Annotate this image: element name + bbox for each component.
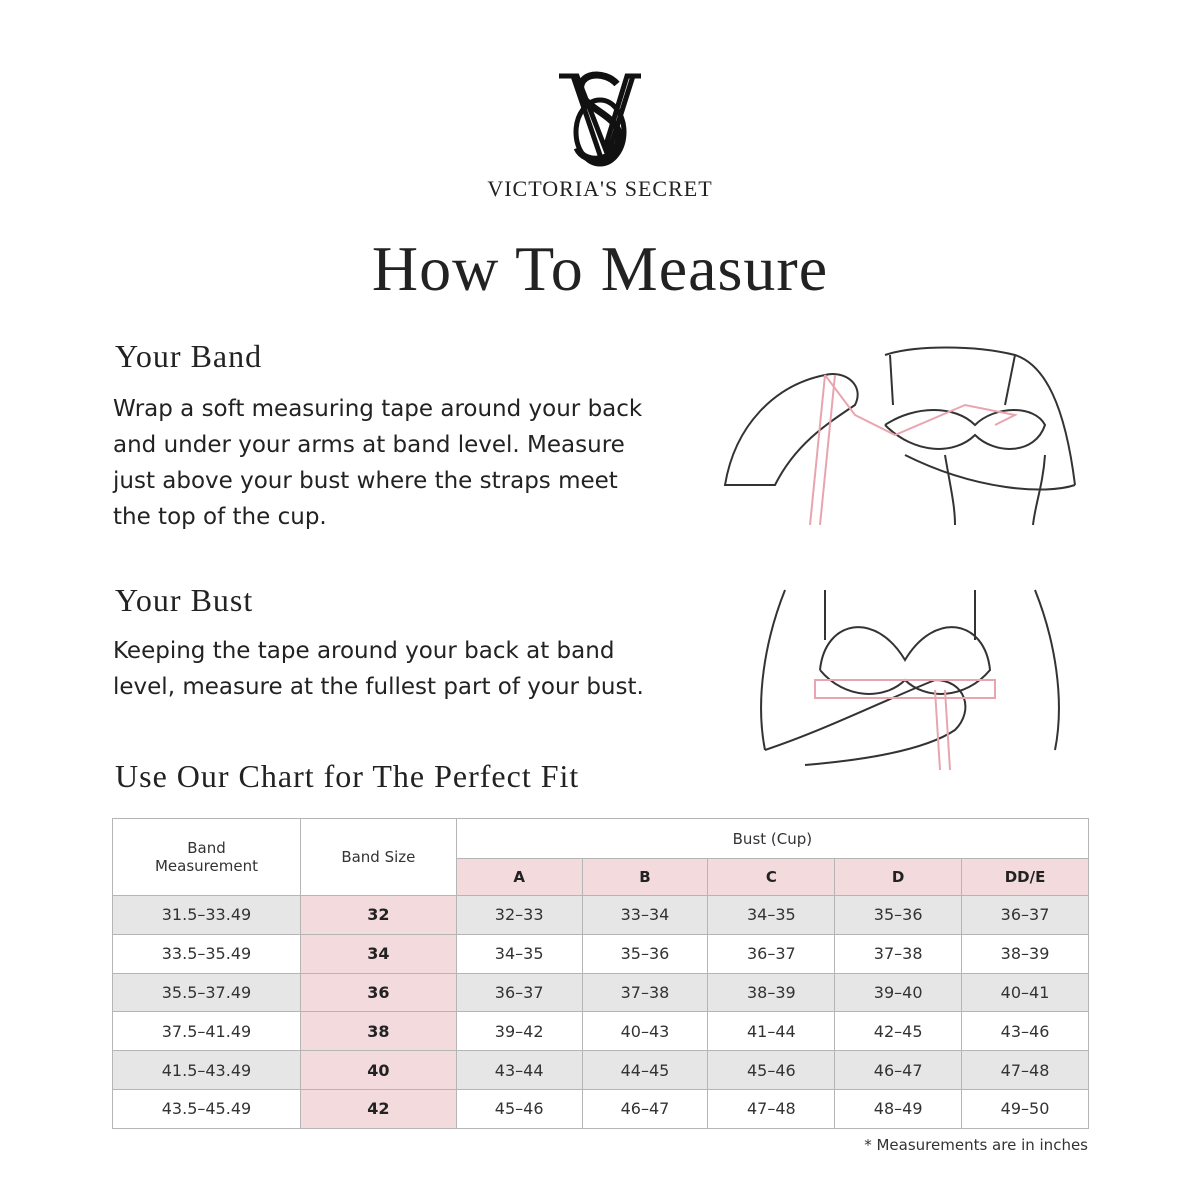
cup-cell: 44–45	[581, 1050, 709, 1090]
cup-cell: 33–34	[581, 895, 709, 935]
cup-cell: 37–38	[834, 933, 963, 974]
band-size-cell: 38	[299, 1011, 457, 1052]
text-line: Keeping the tape around your back at ban…	[113, 638, 615, 664]
band-measurement-cell: 31.5–33.49	[112, 895, 301, 935]
chart-heading: Use Our Chart for The Perfect Fit	[115, 758, 580, 794]
header-cup: D	[834, 858, 963, 896]
vs-monogram-logo	[559, 71, 641, 167]
cup-cell: 36–37	[455, 972, 583, 1013]
cup-cell: 36–37	[707, 933, 836, 974]
text-line: level, measure at the fullest part of yo…	[113, 674, 644, 700]
cup-cell: 45–46	[707, 1050, 836, 1090]
band-measurement-cell: 37.5–41.49	[112, 1011, 301, 1052]
cup-cell: 47–48	[707, 1088, 836, 1129]
cup-cell: 41–44	[707, 1011, 836, 1052]
band-size-cell: 34	[299, 933, 457, 974]
band-measurement-cell: 43.5–45.49	[112, 1088, 301, 1129]
text-line: Wrap a soft measuring tape around your b…	[113, 396, 643, 422]
table-row: 31.5–33.49 32 32–33 33–34 34–35 35–36 36–37	[112, 895, 1089, 935]
band-measurement-cell: 41.5–43.49	[112, 1050, 301, 1090]
band-instructions: Wrap a soft measuring tape around your b…	[113, 391, 642, 535]
cup-cell: 46–47	[834, 1050, 963, 1090]
band-size-cell: 42	[299, 1088, 457, 1129]
band-measure-illustration	[723, 346, 1076, 525]
text-line: and under your arms at band level. Measu…	[113, 432, 625, 458]
cup-cell: 40–43	[581, 1011, 709, 1052]
band-size-cell: 36	[299, 972, 457, 1013]
header-band-size: Band Size	[299, 818, 457, 896]
header-bust-cup: Bust (Cup)	[455, 818, 1090, 859]
band-measurement-cell: 35.5–37.49	[112, 972, 301, 1013]
brand-name: VICTORIA'S SECRET	[487, 176, 713, 201]
cup-cell: 39–42	[455, 1011, 583, 1052]
band-size-cell: 40	[299, 1050, 457, 1090]
band-size-cell: 32	[299, 895, 457, 935]
text-line: just above your bust where the straps me…	[113, 468, 618, 494]
header-band-measurement: Band Measurement	[112, 818, 301, 896]
cup-cell: 49–50	[961, 1088, 1089, 1129]
cup-cell: 34–35	[707, 895, 836, 935]
table-row: 41.5–43.49 40 43–44 44–45 45–46 46–47 47–48	[112, 1050, 1089, 1090]
cup-cell: 42–45	[834, 1011, 963, 1052]
page-title: How To Measure	[371, 233, 829, 304]
cup-cell: 34–35	[455, 933, 583, 974]
cup-cell: 35–36	[581, 933, 709, 974]
cup-cell: 38–39	[707, 972, 836, 1013]
cup-cell: 38–39	[961, 933, 1089, 974]
text-line: the top of the cup.	[113, 504, 327, 530]
cup-cell: 36–37	[961, 895, 1089, 935]
header-cup: B	[581, 858, 709, 896]
bust-instructions: Keeping the tape around your back at ban…	[113, 633, 644, 705]
bust-heading: Your Bust	[115, 582, 254, 618]
cup-cell: 35–36	[834, 895, 963, 935]
cup-cell: 43–44	[455, 1050, 583, 1090]
band-heading: Your Band	[115, 338, 263, 374]
header-cup: A	[455, 858, 583, 896]
table-row: 35.5–37.49 36 36–37 37–38 38–39 39–40 40–41	[112, 972, 1089, 1013]
cup-cell: 48–49	[834, 1088, 963, 1129]
measurement-note: * Measurements are in inches	[864, 1136, 1088, 1154]
table-row: 33.5–35.49 34 34–35 35–36 36–37 37–38 38–39	[112, 933, 1089, 974]
cup-cell: 37–38	[581, 972, 709, 1013]
cup-cell: 32–33	[455, 895, 583, 935]
table-row: 43.5–45.49 42 45–46 46–47 47–48 48–49 49–50	[112, 1088, 1089, 1129]
cup-cell: 46–47	[581, 1088, 709, 1129]
band-measurement-cell: 33.5–35.49	[112, 933, 301, 974]
header-cup: C	[707, 858, 836, 896]
header-cup: DD/E	[961, 858, 1089, 896]
cup-cell: 47–48	[961, 1050, 1089, 1090]
bust-measure-illustration	[760, 589, 1060, 770]
cup-cell: 45–46	[455, 1088, 583, 1129]
table-row: 37.5–41.49 38 39–42 40–43 41–44 42–45 43–46	[112, 1011, 1089, 1052]
cup-cell: 43–46	[961, 1011, 1089, 1052]
cup-cell: 40–41	[961, 972, 1089, 1013]
cup-cell: 39–40	[834, 972, 963, 1013]
